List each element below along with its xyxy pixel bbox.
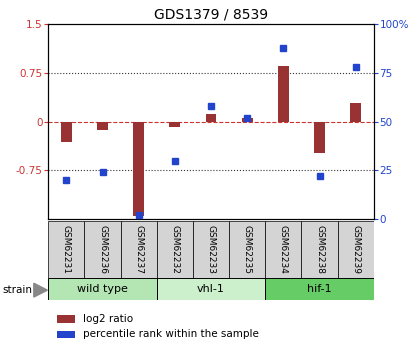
- Text: hif-1: hif-1: [307, 284, 332, 294]
- Bar: [302, 221, 338, 278]
- Text: GSM62232: GSM62232: [171, 225, 179, 274]
- Bar: [84, 221, 121, 278]
- Bar: [314, 122, 325, 153]
- Text: percentile rank within the sample: percentile rank within the sample: [83, 329, 259, 339]
- Text: GSM62231: GSM62231: [62, 225, 71, 274]
- Bar: [157, 278, 265, 300]
- Bar: [133, 122, 144, 216]
- Text: GSM62233: GSM62233: [207, 225, 215, 274]
- Title: GDS1379 / 8539: GDS1379 / 8539: [154, 8, 268, 22]
- Bar: [61, 122, 72, 142]
- Bar: [48, 278, 157, 300]
- Bar: [242, 118, 253, 122]
- Text: GSM62235: GSM62235: [243, 225, 252, 274]
- Text: wild type: wild type: [77, 284, 128, 294]
- Text: strain: strain: [3, 285, 32, 295]
- Bar: [265, 221, 302, 278]
- Bar: [57, 331, 75, 338]
- Bar: [206, 114, 216, 122]
- Bar: [157, 221, 193, 278]
- Polygon shape: [34, 283, 47, 297]
- Text: GSM62238: GSM62238: [315, 225, 324, 274]
- Bar: [350, 104, 361, 122]
- Bar: [97, 122, 108, 130]
- Text: GSM62234: GSM62234: [279, 225, 288, 274]
- Text: log2 ratio: log2 ratio: [83, 314, 133, 324]
- Bar: [193, 221, 229, 278]
- Bar: [169, 122, 180, 127]
- Bar: [229, 221, 265, 278]
- Text: GSM62239: GSM62239: [351, 225, 360, 274]
- Bar: [57, 315, 75, 323]
- Bar: [121, 221, 157, 278]
- Bar: [278, 66, 289, 122]
- Text: GSM62236: GSM62236: [98, 225, 107, 274]
- Bar: [265, 278, 374, 300]
- Bar: [338, 221, 374, 278]
- Text: vhl-1: vhl-1: [197, 284, 225, 294]
- Text: GSM62237: GSM62237: [134, 225, 143, 274]
- Bar: [48, 221, 84, 278]
